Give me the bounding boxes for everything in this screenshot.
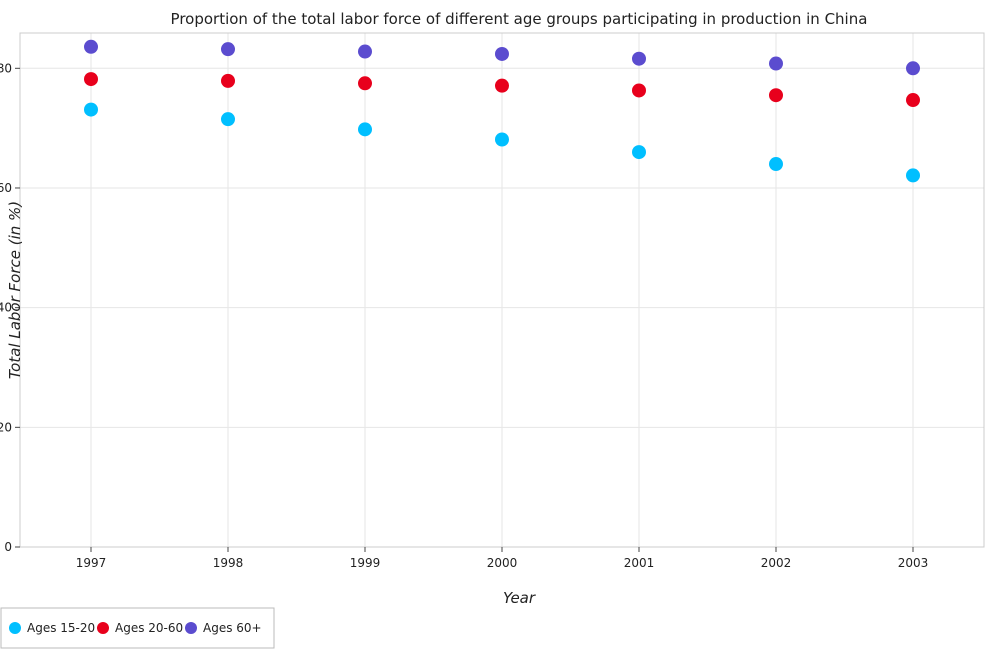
legend-label: Ages 20-60 [115,621,183,635]
data-points [84,39,920,183]
y-tick-label: 80 [0,61,12,75]
legend-marker [97,622,109,634]
legend-label: Ages 15-20 [27,621,95,635]
point-ages-60--2002 [769,56,783,71]
point-ages-15-20-2001 [632,145,646,160]
x-tick-label: 1998 [213,556,244,570]
x-tick-label: 2000 [487,556,518,570]
y-axis-label: Total Labor Force (in %) [6,201,24,379]
grid [20,33,984,548]
point-ages-60--2000 [495,46,509,61]
point-ages-60--2003 [906,61,920,76]
x-tick-label: 1997 [76,556,107,570]
point-ages-60--1998 [221,42,235,57]
y-tick-label: 0 [4,540,12,554]
point-ages-20-60-2001 [632,83,646,98]
legend-label: Ages 60+ [203,621,262,635]
legend-marker [9,622,21,634]
x-axis-ticks: 1997 1998 1999 2000 2001 2002 2003 [76,547,929,570]
point-ages-15-20-2000 [495,132,509,147]
point-ages-15-20-2003 [906,168,920,183]
x-tick-label: 2001 [624,556,655,570]
point-ages-20-60-2003 [906,93,920,108]
point-ages-15-20-2002 [769,157,783,172]
y-tick-label: 60 [0,181,12,195]
point-ages-20-60-1997 [84,72,98,87]
x-axis-label: Year [503,589,536,607]
point-ages-20-60-2000 [495,78,509,93]
legend-items: Ages 15-20 Ages 20-60 Ages 60+ [9,621,262,635]
point-ages-15-20-1998 [221,112,235,127]
legend-box [0,607,275,649]
y-axis-ticks: 0 20 40 60 80 [0,61,20,554]
point-ages-20-60-1999 [358,76,372,91]
y-tick-label: 40 [0,301,12,315]
point-ages-20-60-1998 [221,73,235,88]
chart-title: Proportion of the total labor force of d… [171,10,868,28]
point-ages-60--1997 [84,39,98,54]
x-tick-label: 2003 [898,556,929,570]
y-tick-label: 20 [0,420,12,434]
legend: Ages 15-20 Ages 20-60 Ages 60+ [0,607,275,649]
x-tick-label: 2002 [761,556,792,570]
legend-marker [185,622,197,634]
point-ages-60--2001 [632,51,646,66]
point-ages-15-20-1997 [84,102,98,117]
x-tick-label: 1999 [350,556,381,570]
point-ages-15-20-1999 [358,122,372,137]
point-ages-20-60-2002 [769,88,783,103]
point-ages-60--1999 [358,44,372,59]
